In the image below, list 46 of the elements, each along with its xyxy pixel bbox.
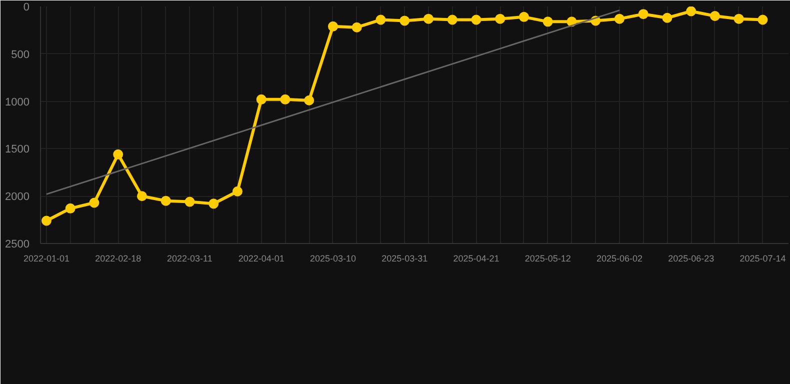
x-tick-label: 2025-04-21	[453, 254, 500, 264]
point	[686, 6, 696, 16]
y-tick-label: 500	[11, 48, 30, 61]
point	[710, 10, 720, 21]
x-tick-label: 2025-07-14	[740, 254, 786, 264]
y-tick-label: 2500	[5, 238, 30, 250]
x-tick-label: 2025-03-10	[310, 254, 356, 264]
point	[136, 191, 147, 202]
point	[160, 196, 171, 206]
x-tick-label: 2025-06-02	[596, 254, 642, 264]
point	[447, 14, 458, 25]
point	[471, 14, 482, 25]
x-tick-label: 2025-05-12	[524, 254, 571, 264]
point	[232, 186, 242, 196]
y-tick-label: 1500	[5, 144, 30, 156]
point	[208, 198, 219, 209]
x-tick-label: 2025-06-23	[668, 254, 714, 264]
point	[400, 16, 410, 26]
point	[662, 12, 672, 23]
point	[113, 149, 124, 160]
point	[65, 203, 76, 214]
y-tick-label: 0	[23, 2, 30, 14]
point	[758, 14, 768, 25]
point	[495, 14, 506, 24]
x-tick-label: 2022-01-01	[23, 254, 70, 264]
point	[352, 22, 362, 32]
y-tick-label: 1000	[5, 96, 30, 108]
point	[423, 14, 434, 24]
point	[614, 14, 624, 24]
point	[41, 216, 52, 226]
point	[256, 94, 266, 104]
point	[184, 196, 195, 207]
x-tick-label: 2025-03-31	[382, 254, 428, 264]
point	[328, 21, 338, 32]
point	[376, 14, 386, 25]
point	[280, 94, 290, 104]
point	[518, 12, 529, 22]
point	[638, 9, 648, 20]
x-tick-label: 2022-02-18	[95, 254, 142, 264]
point	[304, 95, 314, 106]
y-tick-label: 2000	[5, 191, 30, 204]
point	[542, 16, 553, 27]
x-tick-label: 2022-04-01	[238, 254, 284, 264]
x-tick-label: 2022-03-11	[167, 254, 212, 264]
point	[734, 14, 744, 24]
point	[89, 198, 100, 208]
